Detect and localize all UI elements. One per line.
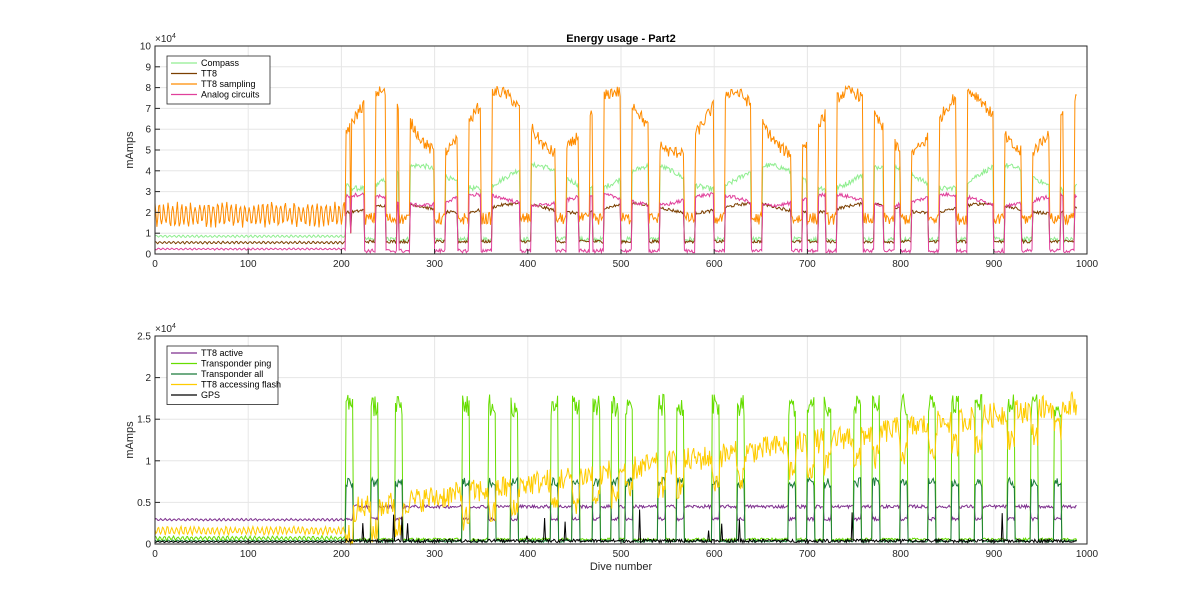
legend-entry: Analog circuits xyxy=(201,90,260,100)
legend-entry: TT8 xyxy=(201,69,217,79)
x-tick-label: 1000 xyxy=(1076,259,1099,270)
series-line-gps xyxy=(154,509,1077,545)
x-tick-label: 200 xyxy=(333,259,350,270)
legend-entry: TT8 active xyxy=(201,348,243,358)
x-tick-label: 700 xyxy=(799,259,816,270)
x-tick-label: 1000 xyxy=(1076,549,1099,560)
chart-title: Energy usage - Part2 xyxy=(566,33,675,45)
y-exponent-label: ×104 xyxy=(155,323,176,335)
y-axis-label: mAmps xyxy=(124,131,136,169)
legend-entry: Transponder ping xyxy=(201,359,271,369)
y-tick-label: 0.5 xyxy=(137,498,151,509)
y-tick-label: 1.5 xyxy=(137,415,151,426)
legend-box xyxy=(166,55,271,105)
chart-panel-1: 0 100 200 300 400 500 600 700 800 900 1000 0 1 2 3 4 5 6 7… xyxy=(124,33,1099,270)
series-line-compass xyxy=(154,161,1078,244)
x-tick-label: 100 xyxy=(240,549,257,560)
x-tick-label: 100 xyxy=(240,259,257,270)
y-tick-label: 1 xyxy=(145,456,151,467)
x-tick-label: 600 xyxy=(706,549,723,560)
legend-entry: Compass xyxy=(201,58,240,68)
series-line-tt8-accessing-flash xyxy=(154,391,1078,546)
y-tick-label: 2 xyxy=(145,208,151,219)
y-tick-label: 9 xyxy=(145,62,151,73)
series-line-tt8-active xyxy=(154,503,1077,523)
x-tick-label: 0 xyxy=(152,259,158,270)
x-tick-label: 400 xyxy=(519,259,536,270)
x-tick-label: 600 xyxy=(706,259,723,270)
y-tick-label: 2.5 xyxy=(137,332,151,343)
x-tick-label: 400 xyxy=(519,549,536,560)
x-tick-label: 500 xyxy=(613,259,630,270)
x-tick-label: 200 xyxy=(333,549,350,560)
x-tick-label: 300 xyxy=(426,259,443,270)
y-tick-label: 1 xyxy=(145,229,151,240)
x-tick-label: 900 xyxy=(985,549,1002,560)
y-tick-label: 0 xyxy=(145,250,151,261)
y-tick-label: 8 xyxy=(145,83,151,94)
legend-entry: GPS xyxy=(201,390,220,400)
x-tick-label: 500 xyxy=(613,549,630,560)
y-tick-label: 2 xyxy=(145,373,151,384)
y-tick-label: 3 xyxy=(145,187,151,198)
legend-entry: TT8 accessing flash xyxy=(201,380,281,390)
legend-entry: TT8 sampling xyxy=(201,79,256,89)
series-line-analog-circuits xyxy=(154,191,1078,255)
series-line-transponder-all xyxy=(154,476,1077,544)
y-tick-label: 10 xyxy=(140,42,152,53)
legend-entry: Transponder all xyxy=(201,369,263,379)
x-tick-label: 700 xyxy=(799,549,816,560)
y-tick-label: 5 xyxy=(145,146,151,157)
y-tick-label: 0 xyxy=(145,540,151,551)
series-line-tt8 xyxy=(154,201,1078,245)
y-exponent-label: ×104 xyxy=(155,33,176,45)
y-tick-label: 4 xyxy=(145,166,151,177)
x-tick-label: 300 xyxy=(426,549,443,560)
x-axis-label: Dive number xyxy=(590,561,653,573)
x-tick-label: 800 xyxy=(892,549,909,560)
y-tick-label: 7 xyxy=(145,104,151,115)
y-tick-label: 6 xyxy=(145,125,151,136)
x-tick-label: 900 xyxy=(985,259,1002,270)
series-line-tt8-sampling xyxy=(154,85,1077,234)
x-tick-label: 800 xyxy=(892,259,909,270)
x-tick-label: 0 xyxy=(152,549,158,560)
chart-panel-2: 0 100 200 300 400 500 600 700 800 900 1000 0 0.5 1 1.5… xyxy=(124,323,1099,573)
y-axis-label: mAmps xyxy=(124,421,136,459)
